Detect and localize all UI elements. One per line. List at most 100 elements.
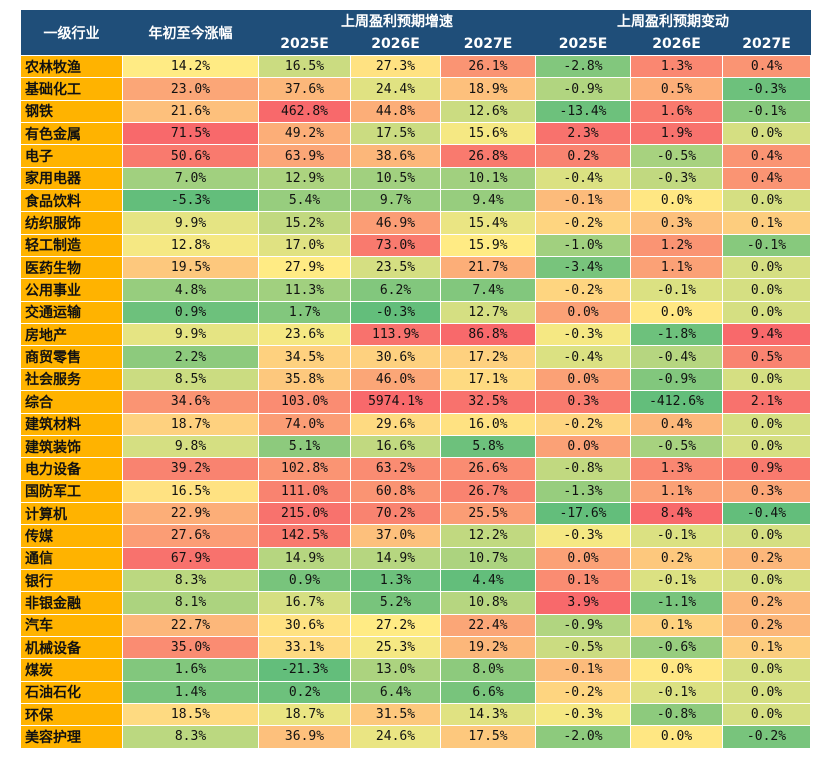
value-cell: 86.8% bbox=[440, 323, 536, 347]
value-cell: -0.4% bbox=[630, 345, 723, 369]
value-cell: -0.1% bbox=[722, 233, 811, 258]
value-cell: 0.0% bbox=[535, 300, 631, 325]
value-cell: -2.0% bbox=[535, 725, 631, 749]
header-year: 2026E bbox=[630, 32, 723, 56]
table-container: 一级行业 年初至今涨幅 上周盈利预期增速 上周盈利预期变动 2025E 2026E… bbox=[20, 10, 811, 749]
value-cell: 9.8% bbox=[122, 434, 259, 459]
value-cell: 0.3% bbox=[535, 390, 631, 414]
value-cell: 25.5% bbox=[440, 501, 536, 526]
value-cell: 0.4% bbox=[722, 144, 811, 168]
value-cell: 215.0% bbox=[258, 501, 351, 526]
value-cell: 0.9% bbox=[258, 568, 351, 593]
value-cell: 71.5% bbox=[122, 122, 259, 146]
value-cell: 0.0% bbox=[722, 434, 811, 459]
value-cell: 10.8% bbox=[440, 591, 536, 615]
value-cell: 0.0% bbox=[722, 189, 811, 213]
value-cell: -0.5% bbox=[630, 434, 723, 459]
value-cell: 4.4% bbox=[440, 568, 536, 593]
industry-name: 建筑材料 bbox=[20, 412, 123, 436]
value-cell: 0.3% bbox=[722, 479, 811, 503]
table-row: 交通运输 0.9% 1.7% -0.3% 12.7% 0.0% 0.0% 0.0% bbox=[20, 300, 811, 325]
value-cell: 27.9% bbox=[258, 256, 351, 280]
value-cell: 0.1% bbox=[722, 211, 811, 235]
value-cell: 16.6% bbox=[350, 434, 441, 459]
value-cell: 35.0% bbox=[122, 635, 259, 660]
industry-name: 通信 bbox=[20, 546, 123, 570]
value-cell: 12.9% bbox=[258, 166, 351, 191]
value-cell: 0.0% bbox=[722, 300, 811, 325]
value-cell: 1.2% bbox=[630, 233, 723, 258]
value-cell: 5.8% bbox=[440, 434, 536, 459]
table-row: 食品饮料 -5.3% 5.4% 9.7% 9.4% -0.1% 0.0% 0.0% bbox=[20, 189, 811, 213]
value-cell: 33.1% bbox=[258, 635, 351, 660]
value-cell: 0.9% bbox=[722, 457, 811, 481]
value-cell: 49.2% bbox=[258, 122, 351, 146]
value-cell: 6.2% bbox=[350, 278, 441, 302]
value-cell: -412.6% bbox=[630, 390, 723, 414]
value-cell: 39.2% bbox=[122, 457, 259, 481]
value-cell: 111.0% bbox=[258, 479, 351, 503]
value-cell: 18.9% bbox=[440, 77, 536, 101]
value-cell: 1.4% bbox=[122, 680, 259, 704]
industry-name: 钢铁 bbox=[20, 99, 123, 124]
value-cell: 0.0% bbox=[722, 658, 811, 682]
value-cell: 8.0% bbox=[440, 658, 536, 682]
industry-name: 纺织服饰 bbox=[20, 211, 123, 235]
value-cell: 9.9% bbox=[122, 323, 259, 347]
value-cell: 17.0% bbox=[258, 233, 351, 258]
value-cell: -0.2% bbox=[535, 278, 631, 302]
value-cell: 0.0% bbox=[535, 434, 631, 459]
industry-name: 家用电器 bbox=[20, 166, 123, 191]
value-cell: 8.4% bbox=[630, 501, 723, 526]
value-cell: 3.9% bbox=[535, 591, 631, 615]
value-cell: 21.7% bbox=[440, 256, 536, 280]
value-cell: 0.2% bbox=[722, 546, 811, 570]
value-cell: 462.8% bbox=[258, 99, 351, 124]
value-cell: 23.0% bbox=[122, 77, 259, 101]
value-cell: 1.9% bbox=[630, 122, 723, 146]
table-row: 房地产 9.9% 23.6% 113.9% 86.8% -0.3% -1.8% 9.4% bbox=[20, 323, 811, 347]
value-cell: 5.2% bbox=[350, 591, 441, 615]
table-row: 传媒 27.6% 142.5% 37.0% 12.2% -0.3% -0.1% 0.0% bbox=[20, 524, 811, 548]
value-cell: 27.6% bbox=[122, 524, 259, 548]
value-cell: 4.8% bbox=[122, 278, 259, 302]
value-cell: 73.0% bbox=[350, 233, 441, 258]
value-cell: 38.6% bbox=[350, 144, 441, 168]
industry-name: 有色金属 bbox=[20, 122, 123, 146]
value-cell: -0.9% bbox=[535, 77, 631, 101]
value-cell: 15.6% bbox=[440, 122, 536, 146]
value-cell: 25.3% bbox=[350, 635, 441, 660]
value-cell: 9.4% bbox=[440, 189, 536, 213]
table-row: 计算机 22.9% 215.0% 70.2% 25.5% -17.6% 8.4% -0.4% bbox=[20, 501, 811, 526]
header-group: 上周盈利预期变动 bbox=[535, 10, 811, 32]
table-row: 家用电器 7.0% 12.9% 10.5% 10.1% -0.4% -0.3% 0.4% bbox=[20, 166, 811, 191]
value-cell: 17.1% bbox=[440, 367, 536, 392]
value-cell: 32.5% bbox=[440, 390, 536, 414]
value-cell: -0.2% bbox=[535, 211, 631, 235]
industry-name: 电子 bbox=[20, 144, 123, 168]
value-cell: 12.6% bbox=[440, 99, 536, 124]
value-cell: 0.0% bbox=[630, 189, 723, 213]
value-cell: 26.7% bbox=[440, 479, 536, 503]
value-cell: 37.0% bbox=[350, 524, 441, 548]
value-cell: -0.3% bbox=[535, 323, 631, 347]
value-cell: 0.0% bbox=[535, 546, 631, 570]
table-row: 电力设备 39.2% 102.8% 63.2% 26.6% -0.8% 1.3% 0.9% bbox=[20, 457, 811, 481]
header-year: 2026E bbox=[350, 32, 441, 56]
value-cell: 18.7% bbox=[258, 702, 351, 727]
value-cell: 0.0% bbox=[722, 412, 811, 436]
value-cell: 0.3% bbox=[630, 211, 723, 235]
value-cell: 22.4% bbox=[440, 613, 536, 637]
table-row: 医药生物 19.5% 27.9% 23.5% 21.7% -3.4% 1.1% 0.0% bbox=[20, 256, 811, 280]
value-cell: 15.4% bbox=[440, 211, 536, 235]
header-year: 2025E bbox=[535, 32, 631, 56]
table-row: 建筑装饰 9.8% 5.1% 16.6% 5.8% 0.0% -0.5% 0.0% bbox=[20, 434, 811, 459]
value-cell: 70.2% bbox=[350, 501, 441, 526]
value-cell: 9.4% bbox=[722, 323, 811, 347]
value-cell: 16.5% bbox=[122, 479, 259, 503]
value-cell: 35.8% bbox=[258, 367, 351, 392]
industry-name: 农林牧渔 bbox=[20, 54, 123, 79]
value-cell: -17.6% bbox=[535, 501, 631, 526]
value-cell: 0.0% bbox=[722, 122, 811, 146]
